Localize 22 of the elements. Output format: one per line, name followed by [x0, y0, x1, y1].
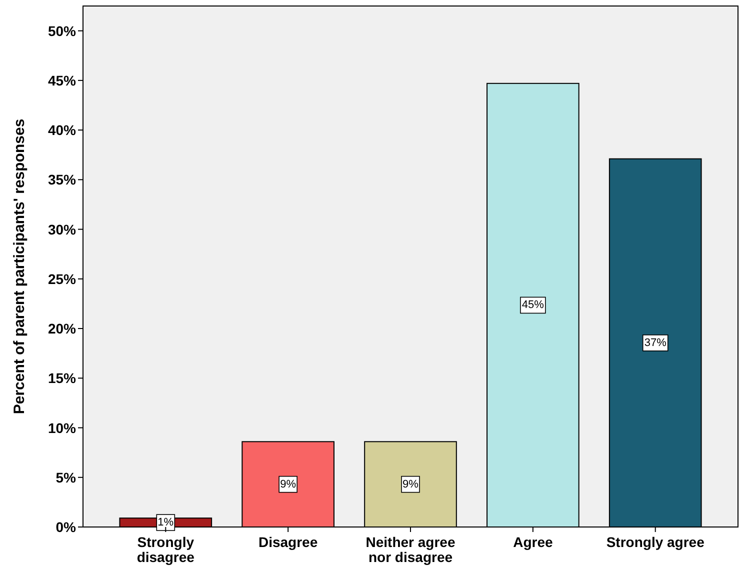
y-tick-label: 15% — [48, 370, 77, 386]
y-tick-label: 30% — [48, 221, 77, 238]
x-tick-label: Neither agree nor disagree — [366, 534, 456, 565]
data-label: 37% — [644, 336, 667, 349]
y-tick-label: 20% — [48, 320, 77, 337]
y-tick-label: 50% — [48, 22, 77, 39]
y-tick-label: 0% — [56, 519, 77, 535]
x-tick-label: Strongly agree — [606, 534, 705, 550]
x-tick-label: Agree — [513, 534, 553, 550]
y-tick-label: 45% — [48, 72, 77, 88]
y-tick-label: 40% — [48, 122, 77, 138]
y-tick-label: 10% — [48, 420, 77, 436]
data-label: 1% — [158, 516, 174, 529]
y-tick-label: 25% — [48, 270, 77, 287]
x-tick-label: Disagree — [258, 534, 318, 550]
y-tick-label: 35% — [48, 172, 77, 188]
x-tick-label: Strongly disagree — [136, 534, 195, 565]
data-label: 9% — [280, 478, 296, 490]
y-axis-title: Percent of parent participants' responses — [11, 118, 28, 414]
data-label: 9% — [402, 478, 419, 490]
y-tick-label: 5% — [56, 469, 77, 486]
data-label: 45% — [522, 299, 544, 312]
